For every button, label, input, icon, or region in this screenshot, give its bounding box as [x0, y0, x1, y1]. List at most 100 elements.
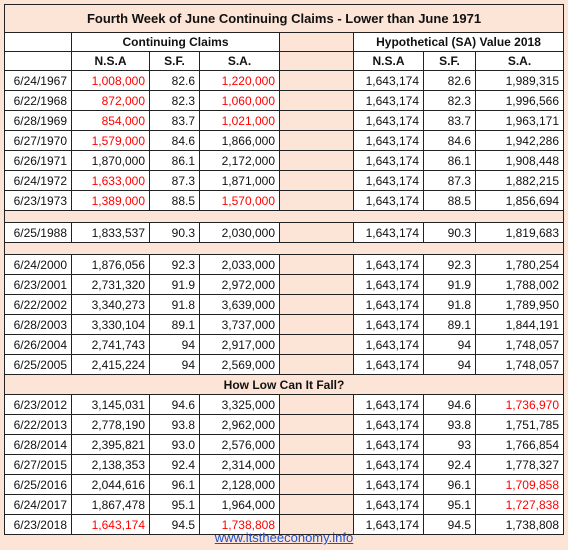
- value-cell: 94: [423, 354, 476, 375]
- value-cell: 93.0: [149, 434, 200, 455]
- value-cell: 1,751,785: [474, 414, 565, 435]
- data-row: 6/26/1971 1,870,000 86.1 2,172,000 1,643,174…: [4, 150, 565, 171]
- value-cell: 1,766,854: [474, 434, 565, 455]
- value-cell: 94: [423, 334, 476, 355]
- gap-cell: [279, 314, 354, 335]
- blank-row: [3, 210, 565, 223]
- date-cell: 6/25/1988: [4, 222, 72, 243]
- value-cell: 1,643,174: [353, 190, 424, 211]
- blank-cell: [3, 210, 565, 223]
- footer-link[interactable]: www.itstheeconomy.info: [214, 530, 354, 545]
- value-cell: 1,856,694: [474, 190, 565, 211]
- group-header-row: Continuing Claims Hypothetical (SA) Valu…: [4, 32, 565, 52]
- value-cell: 1,643,174: [353, 414, 424, 435]
- value-cell: 91.9: [423, 274, 476, 295]
- date-cell: 6/23/2018: [4, 514, 72, 535]
- value-cell: 1,220,000: [199, 70, 280, 91]
- table-wrap: Fourth Week of June Continuing Claims - …: [3, 4, 565, 535]
- gap-cell: [279, 334, 354, 355]
- value-cell: 95.1: [423, 494, 476, 515]
- date-cell: 6/23/2001: [4, 274, 72, 295]
- value-cell: 90.3: [423, 222, 476, 243]
- gap-cell: [279, 51, 354, 71]
- value-cell: 1,876,056: [71, 254, 150, 275]
- value-cell: 2,962,000: [199, 414, 280, 435]
- value-cell: 1,570,000: [199, 190, 280, 211]
- value-cell: 2,044,616: [71, 474, 150, 495]
- value-cell: 2,314,000: [199, 454, 280, 475]
- data-row: 6/27/1970 1,579,000 84.6 1,866,000 1,643,174…: [4, 130, 565, 151]
- gap-cell: [279, 130, 354, 151]
- date-cell: 6/24/2017: [4, 494, 72, 515]
- value-cell: 1,643,174: [353, 150, 424, 171]
- value-cell: 87.3: [423, 170, 476, 191]
- value-cell: 96.1: [423, 474, 476, 495]
- value-cell: 1,021,000: [199, 110, 280, 131]
- gap-cell: [279, 190, 354, 211]
- data-row: 6/22/2002 3,340,273 91.8 3,639,000 1,643,174…: [4, 294, 565, 315]
- value-cell: 1,643,174: [353, 222, 424, 243]
- gap-cell: [279, 474, 354, 495]
- value-cell: 1,643,174: [353, 334, 424, 355]
- value-cell: 2,778,190: [71, 414, 150, 435]
- value-cell: 95.1: [149, 494, 200, 515]
- group-header: Continuing Claims: [71, 32, 280, 52]
- value-cell: 94.5: [423, 514, 476, 535]
- value-cell: 1,643,174: [353, 474, 424, 495]
- value-cell: 82.3: [423, 90, 476, 111]
- gap-cell: [279, 274, 354, 295]
- value-cell: 83.7: [423, 110, 476, 131]
- value-cell: 91.9: [149, 274, 200, 295]
- title-row: Fourth Week of June Continuing Claims - …: [3, 4, 565, 33]
- value-cell: 1,780,254: [474, 254, 565, 275]
- value-cell: 1,389,000: [71, 190, 150, 211]
- data-row: 6/23/2018 1,643,174 94.5 1,738,808 1,643,174…: [4, 514, 565, 535]
- value-cell: 3,340,273: [71, 294, 150, 315]
- value-cell: 91.8: [423, 294, 476, 315]
- value-cell: 1,736,970: [474, 394, 565, 415]
- value-cell: 84.6: [423, 130, 476, 151]
- gap-cell: [279, 90, 354, 111]
- date-cell: 6/24/1967: [4, 70, 72, 91]
- value-cell: 1,748,057: [474, 354, 565, 375]
- date-cell: 6/26/1971: [4, 150, 72, 171]
- value-cell: 2,731,320: [71, 274, 150, 295]
- gap-cell: [279, 150, 354, 171]
- value-cell: 1,748,057: [474, 334, 565, 355]
- value-cell: 3,145,031: [71, 394, 150, 415]
- value-cell: 1,643,174: [353, 110, 424, 131]
- value-cell: 82.3: [149, 90, 200, 111]
- value-cell: 88.5: [149, 190, 200, 211]
- data-row: 6/25/1988 1,833,537 90.3 2,030,000 1,643,174…: [4, 222, 565, 243]
- value-cell: 1,963,171: [474, 110, 565, 131]
- column-header: S.F.: [149, 51, 200, 71]
- date-cell: 6/28/1969: [4, 110, 72, 131]
- value-cell: 1,833,537: [71, 222, 150, 243]
- value-cell: 2,415,224: [71, 354, 150, 375]
- gap-cell: [279, 294, 354, 315]
- value-cell: 2,972,000: [199, 274, 280, 295]
- value-cell: 2,917,000: [199, 334, 280, 355]
- value-cell: 1,989,315: [474, 70, 565, 91]
- data-row: 6/24/1972 1,633,000 87.3 1,871,000 1,643,174…: [4, 170, 565, 191]
- gap-cell: [279, 170, 354, 191]
- value-cell: 1,643,174: [353, 354, 424, 375]
- value-cell: 1,996,566: [474, 90, 565, 111]
- value-cell: 1,643,174: [353, 494, 424, 515]
- value-cell: 92.4: [149, 454, 200, 475]
- data-row: 6/28/2003 3,330,104 89.1 3,737,000 1,643,174…: [4, 314, 565, 335]
- value-cell: 3,325,000: [199, 394, 280, 415]
- value-cell: 82.6: [423, 70, 476, 91]
- value-cell: 1,633,000: [71, 170, 150, 191]
- value-cell: 3,737,000: [199, 314, 280, 335]
- value-cell: 1,643,174: [353, 170, 424, 191]
- value-cell: 1,643,174: [353, 90, 424, 111]
- date-cell: 6/26/2004: [4, 334, 72, 355]
- value-cell: 1,738,808: [199, 514, 280, 535]
- date-cell: 6/23/1973: [4, 190, 72, 211]
- data-row: 6/22/1968 872,000 82.3 1,060,000 1,643,174 82…: [4, 90, 565, 111]
- blank-row: [3, 242, 565, 255]
- value-cell: 1,579,000: [71, 130, 150, 151]
- date-cell: 6/22/1968: [4, 90, 72, 111]
